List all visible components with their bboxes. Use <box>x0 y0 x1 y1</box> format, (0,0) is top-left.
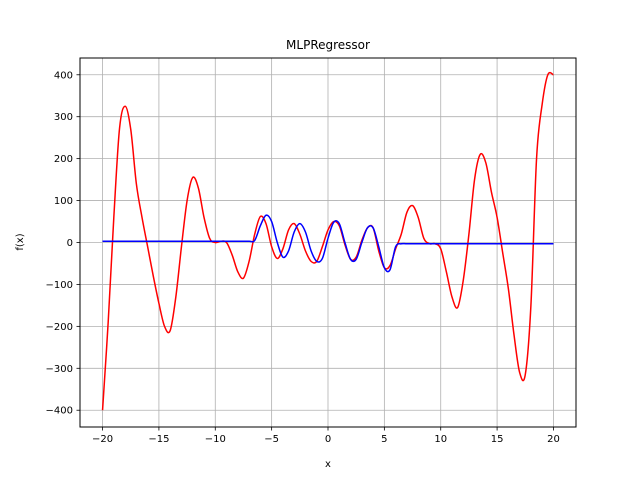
x-tick-label: −5 <box>264 434 279 445</box>
y-tick-label: −200 <box>46 322 73 333</box>
x-tick-label: −15 <box>148 434 169 445</box>
grid <box>80 58 576 427</box>
x-axis-label: x <box>325 459 331 470</box>
ticks: −20 −15 −10 −5 0 5 10 15 20 −400 −300 −200 −100 0 100 2… <box>46 70 560 445</box>
y-axis-label: f(x) <box>15 233 26 250</box>
x-tick-label: 10 <box>434 434 447 445</box>
series-line-2 <box>102 214 554 273</box>
x-tick-label: −20 <box>92 434 113 445</box>
y-tick-label: 300 <box>54 112 73 123</box>
y-tick-label: −400 <box>46 406 73 417</box>
x-tick-label: 5 <box>381 434 387 445</box>
x-tick-label: 0 <box>325 434 331 445</box>
x-tick-label: −10 <box>205 434 226 445</box>
x-tick-label: 15 <box>491 434 504 445</box>
series-line-1 <box>101 71 554 411</box>
chart-title: MLPRegressor <box>286 38 370 52</box>
y-tick-label: 200 <box>54 154 73 165</box>
series-layer <box>101 71 554 411</box>
y-tick-label: 100 <box>54 196 73 207</box>
y-tick-label: 0 <box>67 238 73 249</box>
x-tick-label: 20 <box>547 434 560 445</box>
y-tick-label: −100 <box>46 280 73 291</box>
y-tick-label: −300 <box>46 364 73 375</box>
y-tick-label: 400 <box>54 70 73 81</box>
